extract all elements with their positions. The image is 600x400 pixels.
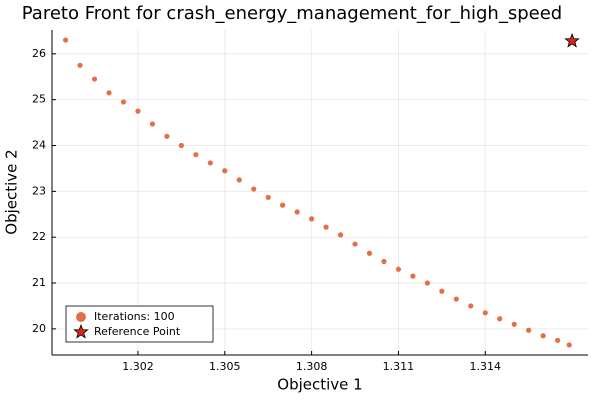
point	[453, 296, 459, 302]
star-marker	[564, 32, 580, 48]
point	[222, 168, 228, 174]
x-tick-label: 1.308	[296, 360, 328, 373]
y-tick-label: 25	[32, 93, 46, 106]
point	[120, 99, 127, 105]
x-tick-label: 1.302	[122, 360, 154, 373]
point	[482, 310, 488, 316]
point	[77, 62, 83, 68]
y-axis-label: Objective 2	[3, 149, 21, 234]
point	[236, 177, 242, 183]
point	[352, 241, 358, 247]
point	[439, 288, 445, 294]
point	[135, 108, 141, 114]
legend-box	[65, 305, 214, 343]
legend-marker	[76, 312, 86, 322]
y-tick-label: 21	[32, 276, 46, 289]
point	[366, 250, 373, 256]
x-tick-label: 1.314	[470, 360, 502, 373]
point	[511, 321, 517, 327]
point	[294, 209, 300, 215]
point	[207, 160, 213, 166]
y-tick-label: 26	[32, 47, 46, 60]
y-tick-label: 24	[32, 139, 46, 152]
point	[526, 327, 532, 333]
y-tick-label: 22	[32, 230, 46, 243]
point	[540, 333, 546, 339]
legend-marker	[73, 323, 89, 339]
point	[323, 224, 329, 230]
chart-title: Pareto Front for crash_energy_management…	[22, 3, 562, 24]
point	[410, 273, 416, 279]
point	[251, 186, 257, 192]
y-tick-label: 20	[32, 322, 46, 335]
x-tick-label: 1.305	[209, 360, 241, 373]
point	[265, 194, 271, 200]
point	[149, 121, 156, 127]
legend-label: Reference Point	[94, 325, 181, 338]
point	[395, 266, 402, 272]
point	[280, 202, 286, 208]
legend-label: Iterations: 100	[94, 310, 175, 323]
point	[106, 90, 112, 96]
point	[424, 280, 430, 286]
point	[468, 303, 474, 309]
point	[381, 258, 387, 265]
point	[555, 337, 561, 343]
point	[337, 232, 344, 238]
x-axis-label: Objective 1	[277, 376, 362, 394]
point	[63, 37, 69, 43]
point	[193, 152, 199, 158]
point	[91, 76, 98, 82]
point	[164, 133, 170, 139]
x-tick-label: 1.311	[383, 360, 415, 373]
y-tick-label: 23	[32, 184, 46, 197]
point	[309, 216, 315, 222]
point	[497, 316, 503, 322]
point	[566, 342, 572, 348]
point	[178, 142, 184, 149]
